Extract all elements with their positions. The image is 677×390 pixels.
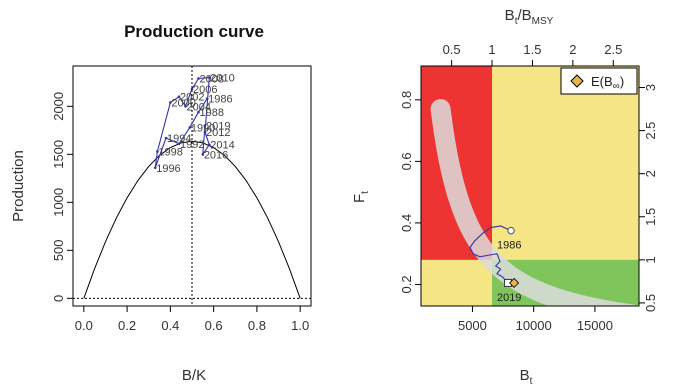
observed-production-point: [197, 77, 200, 80]
production-chart-title: Production curve: [124, 22, 264, 41]
observed-year-label: 1990: [191, 122, 215, 134]
kobe-trajectory-line: [469, 225, 512, 284]
observed-year-label: 2004: [187, 101, 211, 113]
production-x-tick-label: 0.2: [118, 318, 136, 333]
observed-year-label: 1986: [208, 94, 232, 106]
observed-production-point: [184, 105, 187, 108]
observed-year-label: 1988: [199, 107, 223, 119]
production-plot-area: 1986198819901992199419961998200020022004…: [51, 66, 311, 333]
kobe-right-tick-label: 2: [643, 170, 658, 177]
observed-year-label: 2000: [171, 97, 195, 109]
kobe-x-tick-label: 15000: [577, 318, 613, 333]
observed-year-label: 2012: [206, 127, 230, 139]
observed-production-point: [156, 150, 159, 153]
kobe-x-tick-label: 10000: [516, 318, 552, 333]
production-y-tick-label: 2000: [51, 92, 66, 121]
observed-production-point: [153, 166, 157, 170]
kobe-x-tick-label: 5000: [458, 318, 487, 333]
observed-production-point: [201, 153, 205, 156]
kobe-right-tick-label: 2.5: [643, 122, 658, 140]
kobe-plot-panel: 1986 2019 5000 10000 15000 0.2 0.4 0.6 0.8 0.5 1 1.…: [351, 7, 658, 387]
production-y-tick-label: 1500: [51, 140, 66, 169]
observed-production-point: [205, 97, 209, 100]
production-y-tick-label: 1000: [51, 188, 66, 217]
observed-production-point: [169, 101, 172, 104]
kobe-y-axis-title: Ft: [351, 191, 371, 203]
kobe-right-tick-label: 1.5: [643, 208, 658, 226]
observed-year-label: 1998: [158, 146, 182, 158]
observed-production-point: [208, 76, 211, 79]
kobe-legend: E(B∞): [560, 67, 638, 95]
kobe-top-axis-title: Bt/BMSY: [505, 7, 554, 27]
observed-year-label: 2016: [204, 149, 228, 161]
observed-production-point: [177, 142, 181, 146]
kobe-quadrants: [421, 66, 639, 306]
observed-production-point: [203, 124, 207, 127]
kobe-top-tick-label: 0.5: [443, 42, 461, 57]
legend-diamond-marker: [570, 74, 584, 88]
production-y-tick-label: 500: [51, 239, 66, 261]
observed-year-label: 2010: [210, 73, 234, 85]
observed-production-point: [177, 95, 181, 99]
observed-year-label: 1992: [180, 139, 204, 151]
production-y-axis-title: Production: [10, 150, 27, 222]
production-x-tick-label: 0.6: [205, 318, 223, 333]
observed-year-label: 1994: [167, 133, 191, 145]
production-y-tick-label: 0: [51, 295, 66, 302]
kobe-top-tick-label: 1: [488, 42, 495, 57]
kobe-top-tick-label: 1.5: [523, 42, 541, 57]
legend-label: E(B∞): [591, 74, 624, 92]
production-curve-line: [83, 140, 301, 299]
kobe-top-tick-label: 2.5: [604, 42, 622, 57]
observed-production-point: [197, 110, 200, 114]
kobe-y-tick-label: 0.6: [399, 152, 414, 170]
kobe-plot-area: 1986 2019 5000 10000 15000 0.2 0.4 0.6 0.8 0.5 1 1.…: [399, 42, 658, 333]
observed-production-point: [188, 126, 192, 129]
observed-production-point: [208, 143, 211, 147]
observed-production-point: [203, 130, 207, 134]
observed-year-label: 2008: [199, 73, 223, 85]
production-plot-frame: [72, 65, 312, 307]
kobe-right-tick-label: 3: [643, 84, 658, 91]
start-year-label: 1986: [497, 240, 521, 252]
production-curve-panel: Production curve 19861988199019921994199…: [10, 22, 312, 384]
kobe-top-tick-label: 2: [569, 42, 576, 57]
production-x-axis-title: B/K: [182, 367, 206, 384]
observed-year-label: 2019: [206, 121, 230, 133]
observed-production-point: [164, 136, 168, 140]
kobe-y-tick-label: 0.4: [399, 214, 414, 232]
uncertainty-band: [430, 99, 639, 306]
production-x-tick-label: 0.8: [248, 318, 266, 333]
observed-year-label: 2014: [210, 140, 234, 152]
kobe-right-tick-label: 0.5: [643, 294, 658, 312]
kobe-plot-frame: [420, 65, 640, 307]
production-x-tick-label: 0.4: [161, 318, 179, 333]
start-year-marker: [507, 226, 515, 235]
end-year-label: 2019: [497, 292, 521, 304]
kobe-y-tick-label: 0.8: [399, 91, 414, 109]
production-x-tick-label: 1.0: [291, 318, 309, 333]
production-x-tick-label: 0.0: [75, 318, 93, 333]
observed-year-label: 2002: [180, 92, 204, 104]
observed-production-point: [190, 87, 194, 91]
kobe-y-tick-label: 0.2: [399, 275, 414, 293]
observed-year-label: 2006: [193, 84, 217, 96]
expected-equilibrium-diamond: [509, 277, 520, 288]
observed-year-label: 1996: [156, 163, 180, 175]
kobe-right-tick-label: 1: [643, 256, 658, 263]
kobe-x-axis-title: Bt: [520, 367, 533, 387]
